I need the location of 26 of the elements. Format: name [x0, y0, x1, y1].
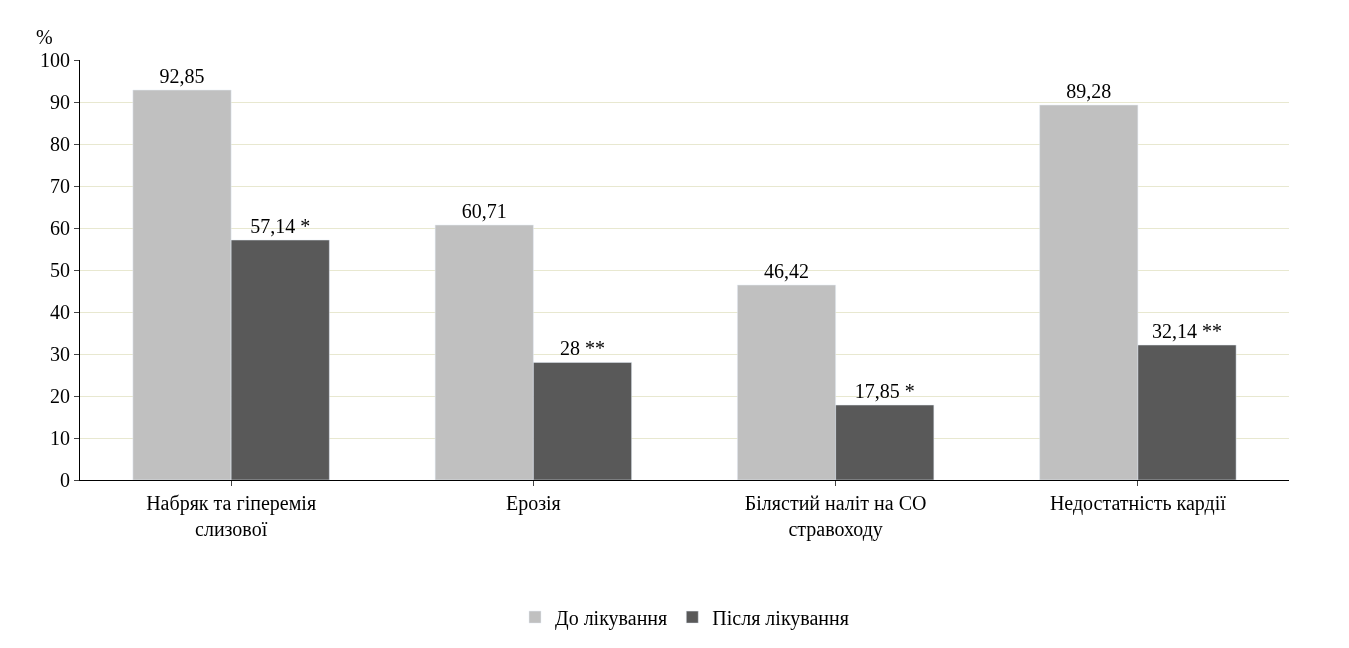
data-label: 32,14 **: [1151, 320, 1222, 343]
y-tick-label: 40: [50, 301, 70, 323]
y-tick-label: 80: [50, 133, 70, 155]
y-tick-label: 60: [50, 217, 70, 239]
data-label: 17,85 *: [854, 380, 915, 403]
y-tick-label: 30: [50, 343, 70, 365]
y-axis-title: %: [36, 26, 53, 48]
y-tick-label: 70: [50, 175, 70, 197]
data-label: 89,28: [1066, 80, 1112, 103]
x-tick-label: Білястий наліт на СО стравоходу: [744, 492, 927, 541]
y-tick-label: 0: [60, 469, 70, 491]
y-tick-label: 10: [50, 427, 70, 449]
data-label: 60,71: [461, 200, 507, 223]
y-tick-label: 50: [50, 259, 70, 281]
data-label: 46,42: [764, 260, 810, 283]
legend-label: Після лікування: [712, 606, 849, 630]
data-label: 28 **: [559, 337, 605, 360]
y-tick-label: 20: [50, 385, 70, 407]
x-tick-label: Ерозія: [505, 492, 561, 515]
y-tick-label: 100: [40, 49, 70, 71]
x-tick-label: Недостатність кардії: [1049, 492, 1227, 515]
y-tick-label: 90: [50, 91, 70, 113]
data-label: 57,14 *: [250, 215, 311, 238]
legend-label: До лікування: [555, 606, 668, 630]
data-label: 92,85: [159, 65, 205, 88]
x-tick-label: Набряк та гіперемія слизової: [146, 492, 317, 540]
